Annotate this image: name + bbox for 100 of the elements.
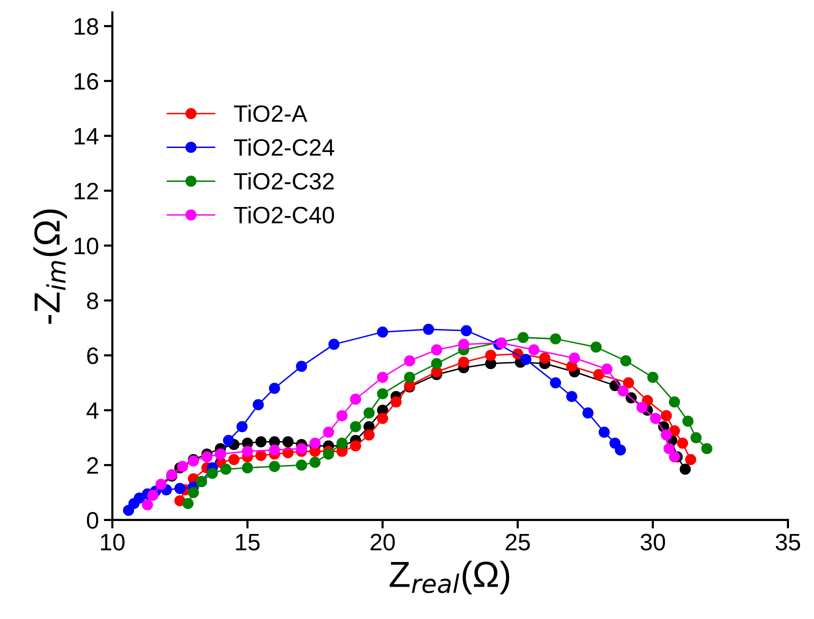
point bbox=[255, 436, 267, 448]
point bbox=[650, 412, 662, 424]
y-tick-label: 0 bbox=[86, 512, 98, 529]
y-tick-label: 14 bbox=[74, 128, 98, 144]
x-tick-label: 20 bbox=[370, 534, 395, 550]
point bbox=[609, 438, 621, 449]
point bbox=[668, 425, 680, 436]
point bbox=[364, 429, 375, 440]
point bbox=[598, 426, 610, 438]
point bbox=[566, 360, 578, 372]
point bbox=[296, 460, 308, 471]
point bbox=[296, 360, 308, 372]
point bbox=[322, 426, 334, 438]
point bbox=[682, 416, 694, 427]
point bbox=[255, 450, 267, 462]
point bbox=[174, 482, 186, 494]
point bbox=[322, 448, 334, 460]
point bbox=[518, 332, 529, 344]
point bbox=[593, 368, 604, 380]
point bbox=[268, 444, 280, 456]
point bbox=[701, 443, 712, 454]
y-tick-label: 18 bbox=[74, 18, 98, 35]
point bbox=[431, 358, 442, 370]
point bbox=[520, 354, 532, 366]
point bbox=[668, 451, 680, 462]
point bbox=[377, 388, 388, 400]
point bbox=[422, 324, 434, 335]
x-tick-label: 30 bbox=[640, 534, 666, 550]
point bbox=[236, 421, 248, 432]
point bbox=[622, 377, 634, 388]
point bbox=[636, 402, 648, 414]
point bbox=[328, 338, 340, 350]
point bbox=[377, 412, 388, 424]
legend-label: TiO2-C24 bbox=[234, 138, 334, 156]
y-tick-label: 2 bbox=[87, 457, 98, 474]
y-tick-label: 12 bbox=[74, 182, 98, 200]
point bbox=[188, 486, 199, 498]
point bbox=[582, 407, 594, 419]
point bbox=[296, 443, 308, 454]
point bbox=[668, 396, 680, 408]
point bbox=[568, 352, 580, 364]
point bbox=[566, 390, 578, 402]
point bbox=[496, 337, 508, 349]
point bbox=[404, 355, 416, 366]
point bbox=[134, 492, 145, 504]
point bbox=[647, 372, 658, 383]
point bbox=[268, 460, 280, 472]
point bbox=[350, 394, 362, 405]
point bbox=[550, 377, 562, 388]
point bbox=[458, 338, 470, 350]
point bbox=[336, 410, 348, 422]
point bbox=[336, 438, 348, 449]
legend-label: TiO2-A bbox=[234, 104, 308, 122]
point bbox=[690, 432, 702, 444]
point bbox=[620, 355, 632, 366]
x-axis-title: Z$_{real}$(Ω) bbox=[390, 560, 510, 594]
point bbox=[242, 446, 254, 457]
point bbox=[539, 352, 550, 364]
point bbox=[404, 372, 416, 383]
point bbox=[485, 350, 496, 361]
x-tick-label: 10 bbox=[101, 534, 125, 550]
point bbox=[642, 395, 653, 406]
point bbox=[222, 434, 234, 446]
point bbox=[550, 333, 562, 344]
point bbox=[309, 456, 321, 468]
point bbox=[390, 396, 402, 408]
point bbox=[680, 464, 691, 475]
point bbox=[252, 399, 264, 410]
point bbox=[528, 344, 540, 356]
point bbox=[309, 438, 321, 449]
point bbox=[282, 436, 294, 448]
y-axis-title: -Z$_{im}$(Ω) bbox=[33, 210, 68, 324]
point bbox=[660, 410, 672, 422]
legend-label: TiO2-C40 bbox=[234, 206, 334, 224]
point bbox=[268, 382, 280, 394]
y-tick-label: 8 bbox=[87, 292, 98, 310]
y-tick-label: 16 bbox=[74, 73, 98, 90]
point bbox=[364, 407, 375, 419]
point bbox=[147, 490, 158, 501]
y-tick-label: 4 bbox=[86, 402, 98, 419]
point bbox=[377, 326, 388, 338]
point bbox=[201, 451, 212, 462]
point bbox=[350, 421, 362, 432]
x-tick-label: 15 bbox=[236, 534, 260, 550]
point bbox=[206, 468, 218, 479]
y-tick-label: 6 bbox=[87, 347, 98, 364]
point bbox=[677, 438, 688, 449]
point bbox=[220, 464, 232, 475]
legend-label: TiO2-C32 bbox=[234, 172, 334, 190]
point bbox=[350, 440, 362, 452]
point bbox=[242, 462, 254, 474]
x-tick-label: 35 bbox=[776, 534, 800, 550]
point bbox=[614, 444, 626, 456]
point bbox=[177, 460, 188, 472]
point bbox=[228, 454, 240, 466]
point bbox=[458, 356, 470, 368]
point bbox=[660, 429, 672, 440]
point bbox=[663, 443, 675, 454]
point bbox=[685, 454, 696, 466]
point bbox=[182, 498, 194, 510]
